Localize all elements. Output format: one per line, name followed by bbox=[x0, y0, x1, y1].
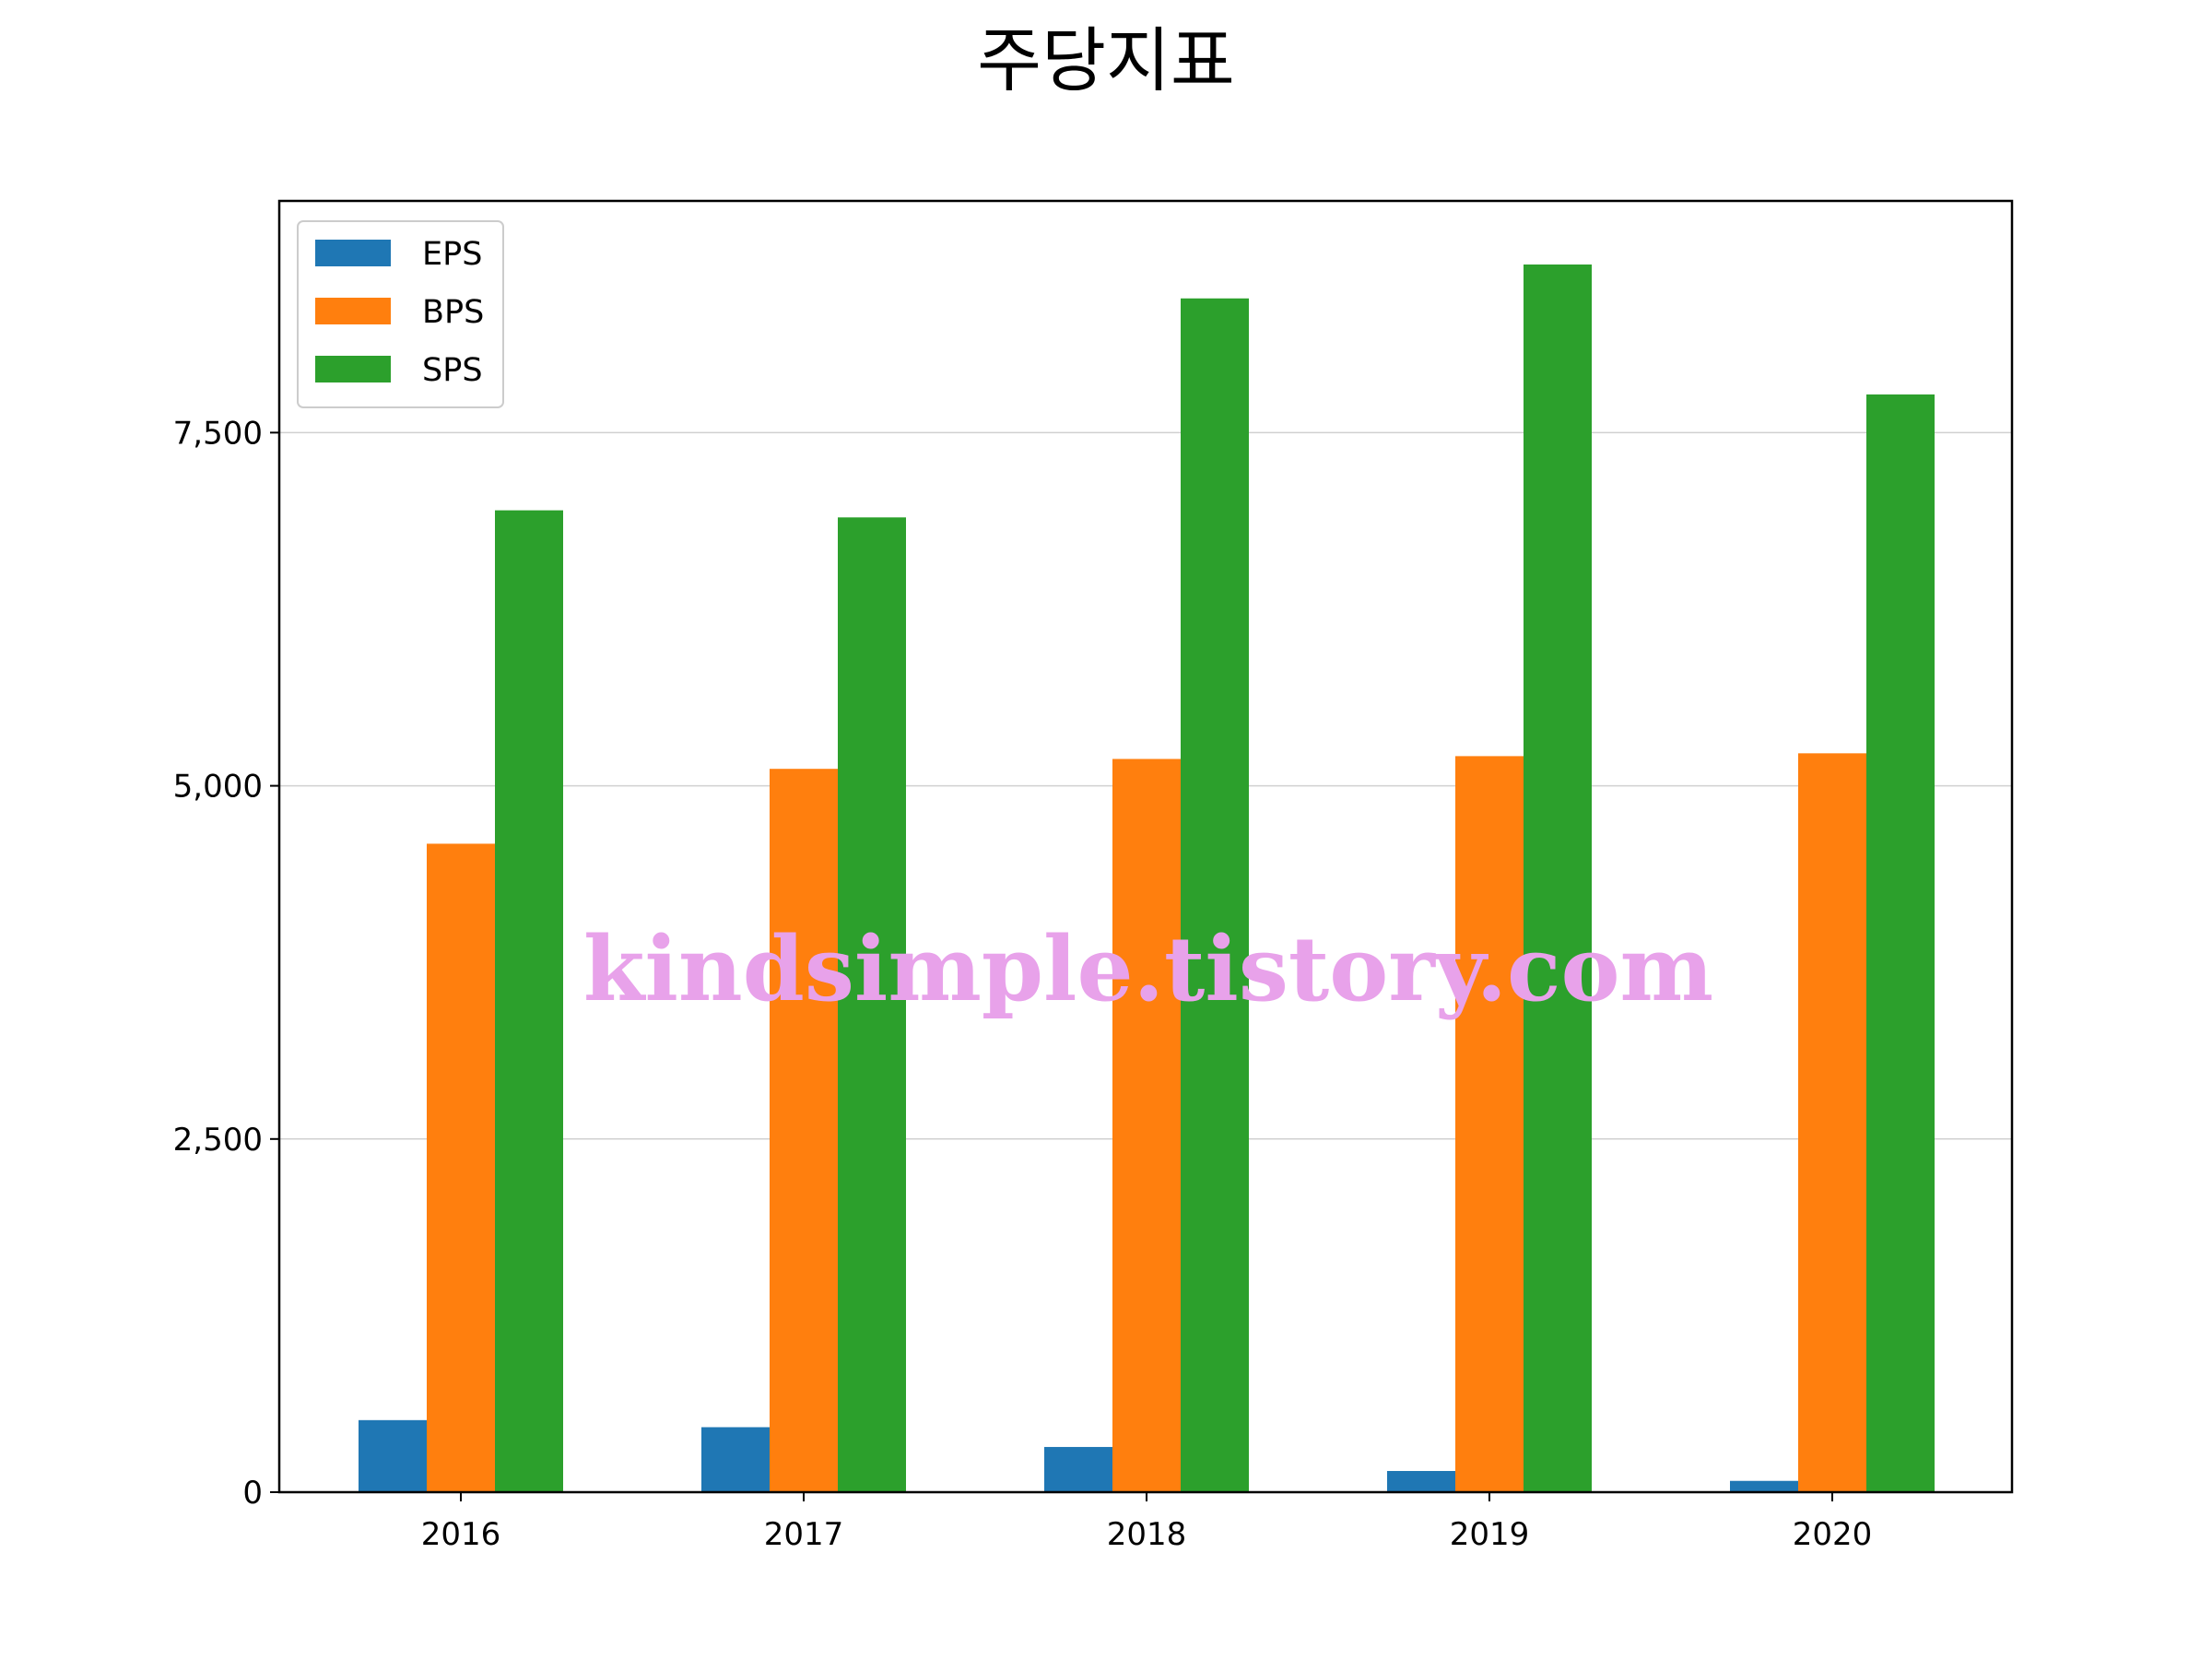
x-tick-label: 2017 bbox=[764, 1516, 844, 1553]
y-tick-label: 0 bbox=[242, 1475, 263, 1512]
bar-eps-2019 bbox=[1387, 1471, 1455, 1492]
legend: EPS BPS SPS bbox=[297, 220, 504, 408]
legend-swatch-bps bbox=[315, 298, 391, 324]
watermark-text: kindsimple.tistory.com bbox=[583, 917, 1713, 1021]
axes: 0 2,500 5,000 7,500 2016 2017 2018 2019 2020 bbox=[173, 199, 2014, 1553]
bar-sps-2019 bbox=[1524, 264, 1592, 1492]
y-tick-label: 5,000 bbox=[173, 769, 263, 806]
x-tick-label: 2019 bbox=[1450, 1516, 1530, 1553]
chart-title: 주당지표 bbox=[977, 19, 1235, 101]
bar-bps-2019 bbox=[1455, 756, 1524, 1492]
bar-sps-2020 bbox=[1866, 394, 1935, 1492]
legend-swatch-eps bbox=[315, 240, 391, 266]
legend-swatch-sps bbox=[315, 356, 391, 382]
bar-bps-2016 bbox=[427, 843, 495, 1492]
bar-bps-2018 bbox=[1112, 759, 1181, 1492]
bar-eps-2016 bbox=[359, 1419, 427, 1492]
bar-sps-2016 bbox=[495, 510, 563, 1492]
y-tick-label: 7,500 bbox=[173, 415, 263, 452]
legend-label-eps: EPS bbox=[422, 236, 482, 273]
legend-label-bps: BPS bbox=[422, 294, 484, 331]
bar-sps-2017 bbox=[838, 517, 906, 1492]
bar-bps-2017 bbox=[770, 769, 838, 1492]
x-tick-label: 2018 bbox=[1107, 1516, 1187, 1553]
bar-bps-2020 bbox=[1798, 753, 1866, 1492]
x-tick-label: 2016 bbox=[421, 1516, 501, 1553]
bar-sps-2018 bbox=[1181, 298, 1249, 1492]
x-tick-label: 2020 bbox=[1793, 1516, 1873, 1553]
bar-eps-2018 bbox=[1044, 1446, 1112, 1492]
bar-eps-2017 bbox=[701, 1427, 770, 1492]
y-tick-label: 2,500 bbox=[173, 1122, 263, 1159]
bars bbox=[359, 264, 1935, 1492]
bar-eps-2020 bbox=[1730, 1480, 1798, 1492]
legend-label-sps: SPS bbox=[422, 352, 483, 389]
